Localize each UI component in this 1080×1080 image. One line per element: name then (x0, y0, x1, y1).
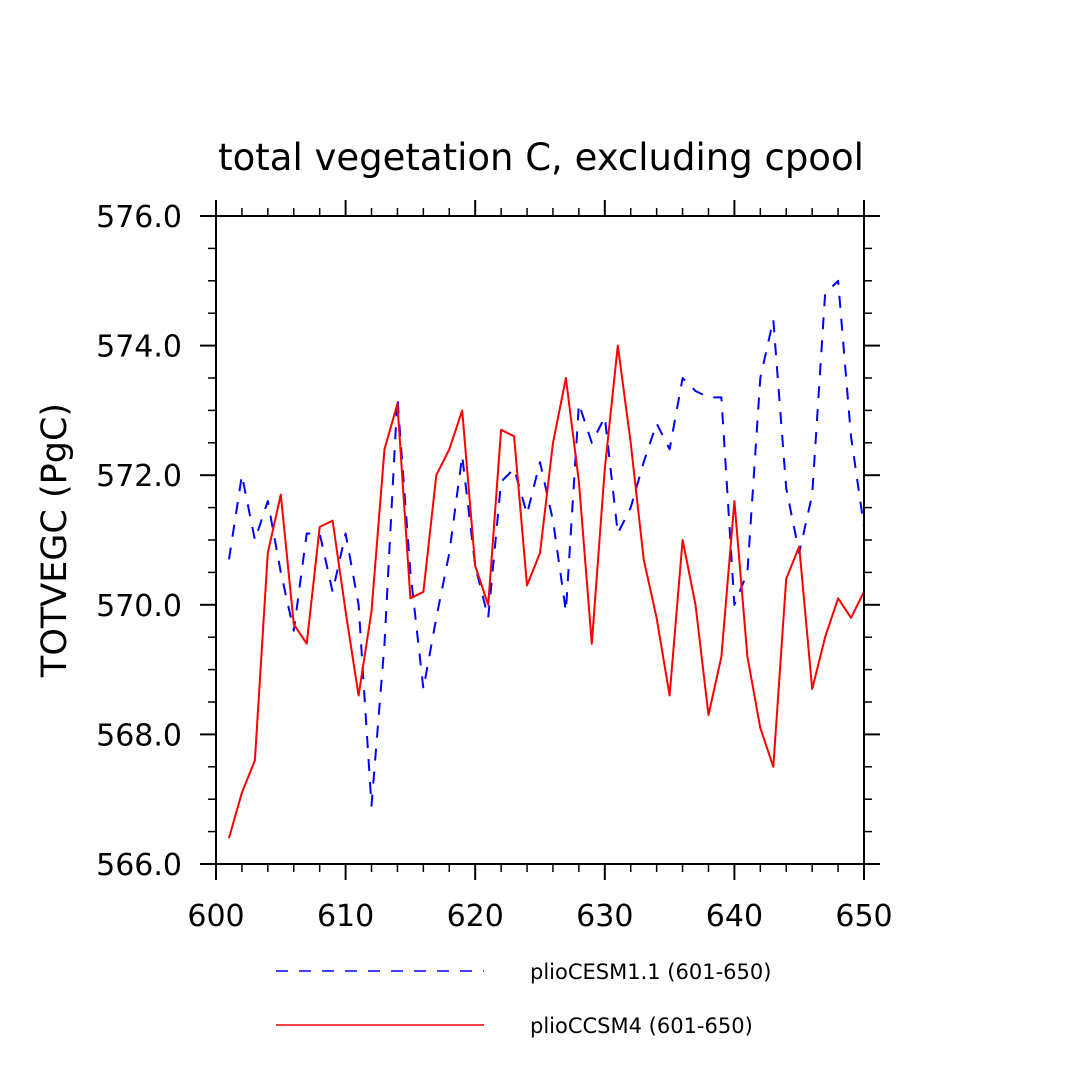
legend: plioCESM1.1 (601-650) plioCCSM4 (601-650) (276, 960, 771, 1038)
series-line-1 (228, 344, 865, 839)
y-tick-label: 570.0 (96, 589, 182, 624)
y-axis-label: TOTVEGC (PgC) (35, 403, 75, 678)
y-tick-label: 566.0 (96, 848, 182, 883)
legend-label-1: plioCCSM4 (601-650) (530, 1014, 753, 1038)
y-tick-label: 576.0 (96, 200, 182, 235)
x-tick-label: 630 (576, 899, 633, 934)
legend-label-0: plioCESM1.1 (601-650) (530, 960, 771, 984)
series-lines (228, 279, 865, 839)
x-tick-label: 610 (317, 899, 374, 934)
plot-frame (215, 215, 865, 865)
x-tick-label: 620 (447, 899, 504, 934)
axis-tick-labels: 600 610 620 630 640 650 566.0 568.0 570.0 572.0 57… (96, 200, 893, 934)
y-tick-label: 572.0 (96, 459, 182, 494)
axis-ticks (200, 200, 880, 880)
y-tick-label: 574.0 (96, 330, 182, 365)
chart-title: total vegetation C, excluding cpool (218, 136, 864, 179)
x-tick-label: 600 (187, 899, 244, 934)
y-tick-label: 568.0 (96, 718, 182, 753)
x-tick-label: 640 (706, 899, 763, 934)
series-line-0 (228, 279, 865, 807)
x-tick-label: 650 (835, 899, 892, 934)
